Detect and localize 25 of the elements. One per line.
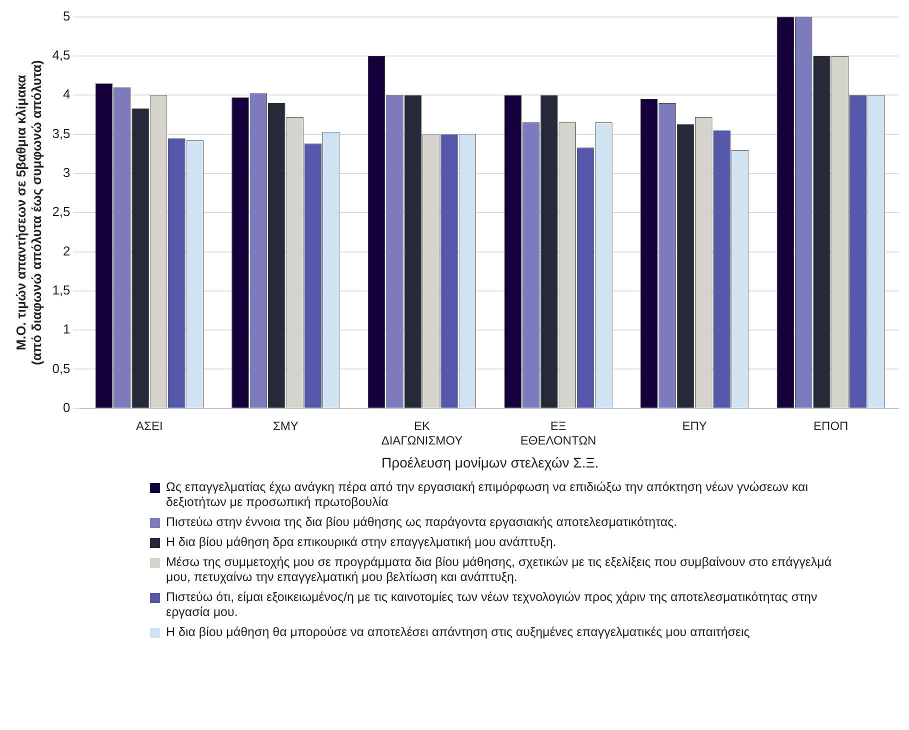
x-tick-label: ΣΜΥ (272, 418, 298, 433)
x-tick-label: ΕΞ ΕΘΕΛΟΝΤΩΝ (520, 418, 596, 448)
x-tick-label: ΕΠΟΠ (814, 418, 848, 433)
y-tick-label: 1,5 (52, 282, 70, 298)
y-tick-label: 3 (63, 165, 70, 180)
y-tick-label: 1 (63, 322, 70, 337)
y-axis-title: Μ.Ο. τιμών απαντήσεων σε 5βαθμια κλίμακα (από διαφωνώ απόλυτα έως συμφωνώ απόλυτα) (13, 60, 44, 366)
legend-label: Πιστεύω στην έννοια της δια βίου μάθησης ως παράγοντα εργασιακής αποτελεσματικότητας. (166, 515, 678, 530)
legend-label: Πιστεύω ότι, είμαι εξοικειωμένος/η με τις καινοτομίες των νέων τεχνολογιών προς χάριν της αποτελεσματικότητας στην εργασία μου. (166, 590, 818, 620)
y-tick-label: 0,5 (52, 360, 70, 376)
legend-label: Μέσω της συμμετοχής μου σε προγράμματα δια βίου μάθησης, σχετικών με τις εξελίξεις που συμβαίνουν στο επάγγελμά μου, πετυχαίνω την επαγγελματική μου βελτίωση και ανάπτυξη. (166, 555, 833, 585)
x-tick-label: ΑΣΕΙ (136, 418, 163, 433)
y-tick-label: 4 (63, 86, 70, 102)
x-tick-label: ΕΠΥ (682, 418, 707, 433)
legend-label: Η δια βίου μάθηση θα μπορούσε να αποτελέσει απάντηση στις αυξημένες επαγγελματικές μου απαιτήσεις (166, 625, 750, 640)
x-tick-label: ΕΚ ΔΙΑΓΩΝΙΣΜΟΥ (381, 418, 463, 448)
y-tick-label: 0 (63, 400, 70, 415)
legend-label: Ως επαγγελματίας έχω ανάγκη πέρα από την εργασιακή επιμόρφωση να επιδιώξω την απόκτηση νέων γνώσεων και δεξιοτήτων με προσωπική πρωτοβουλία (166, 480, 810, 510)
y-tick-label: 3,5 (52, 126, 70, 141)
legend-label: Η δια βίου μάθηση δρα επικουρικά στην επαγγελματική μου ανάπτυξη. (166, 535, 556, 550)
y-tick-label: 2,5 (52, 204, 70, 220)
y-tick-label: 2 (63, 243, 70, 258)
y-tick-label: 5 (63, 8, 70, 24)
x-axis-title: Προέλευση μονίμων στελεχών Σ.Ξ. (382, 454, 599, 470)
y-tick-label: 4,5 (52, 48, 70, 63)
